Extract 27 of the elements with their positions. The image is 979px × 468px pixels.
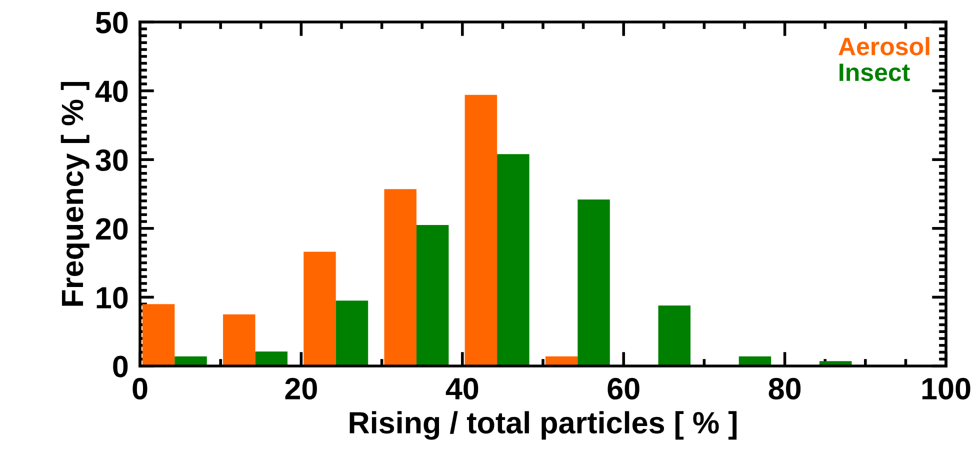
x-tick-label: 60 xyxy=(608,378,640,400)
y-tick-label: 20 xyxy=(96,218,128,240)
bar xyxy=(497,154,530,366)
bar xyxy=(304,252,336,366)
bar xyxy=(658,305,690,366)
bar xyxy=(416,224,449,366)
y-tick-label: 10 xyxy=(96,286,128,309)
y-tick-label: 40 xyxy=(95,80,128,102)
x-tick-label: 20 xyxy=(285,378,317,400)
y-tick-label: 50 xyxy=(96,12,128,34)
x-tick-label: 80 xyxy=(768,378,801,400)
bar xyxy=(578,200,610,366)
x-tick-label: 100 xyxy=(922,378,970,400)
bar xyxy=(255,352,288,366)
y-axis-title: Frequency [ % ] xyxy=(60,82,90,306)
text: Insect xyxy=(840,64,910,82)
bar xyxy=(464,94,498,366)
y-tick-label: 30 xyxy=(96,149,128,172)
text: Aerosol xyxy=(838,37,930,56)
x-tick-label: 40 xyxy=(446,378,478,400)
x-axis-title: Rising / total particles [ % ] xyxy=(350,411,737,440)
x-tick-label: 0 xyxy=(132,378,148,400)
bar xyxy=(336,300,368,366)
bar xyxy=(142,304,175,366)
bar xyxy=(384,189,416,366)
y-tick-label: 0 xyxy=(113,356,128,378)
bar xyxy=(223,314,256,366)
